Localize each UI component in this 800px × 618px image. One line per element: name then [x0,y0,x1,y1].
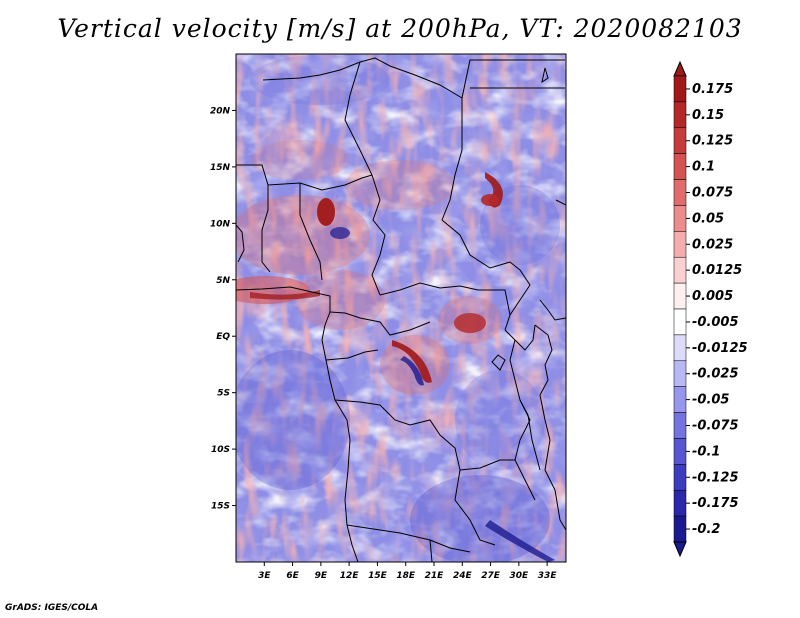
y-tick-label: 10N [210,219,231,229]
colorbar-top-arrow [673,60,687,77]
colorbar-label: -0.05 [692,393,729,408]
x-tick-label: 15E [368,571,388,581]
colorbar-label: 0.175 [692,82,733,97]
colorbar-segment [673,489,687,517]
colorbar-label: -0.0125 [692,341,748,356]
x-tick-label: 21E [425,571,445,581]
y-tick-label: 5N [216,276,230,286]
colorbar-segment [673,127,687,154]
colorbar-segment [673,308,687,336]
colorbar-segment [673,179,687,206]
colorbar-segment [673,282,687,310]
country-boundaries [236,57,566,562]
colorbar-label: 0.0125 [692,263,742,278]
colorbar-segment [673,515,687,543]
y-tick-label: 20N [210,106,231,116]
colorbar-segment [673,101,687,129]
x-tick-label: 27E [481,571,501,581]
ascent-cluster-east [454,313,486,333]
map-frame [235,53,567,563]
colorbar-label: 0.05 [692,211,724,226]
colorbar-segment [673,256,687,284]
x-tick-label: 33E [538,571,558,581]
vertical-velocity-field [236,54,566,562]
colorbar-label: -0.025 [692,367,739,382]
colorbar-label: -0.1 [692,444,720,459]
x-tick-label: 9E [315,571,328,581]
y-tick-label: 5S [217,389,230,399]
chart-title: Vertical velocity [m/s] at 200hPa, VT: 2… [57,14,743,43]
colorbar-bottom-arrow [673,541,687,558]
colorbar-label: -0.175 [692,496,739,511]
colorbar-segment [673,75,687,103]
colorbar-label: 0.15 [692,108,724,123]
x-tick-label: 6E [286,571,299,581]
colorbar: 0.175 0.15 0.125 0.1 0.075 0.05 0.025 0.0125 0.0… [673,60,748,558]
ascent-core-nigeria [317,198,335,226]
colorbar-label: 0.125 [692,134,733,149]
colorbar-segment [673,153,687,180]
y-axis: 20N 15N 10N 5N EQ 5S 10S 15S [210,106,236,512]
x-tick-label: 30E [510,571,530,581]
x-tick-label: 3E [258,571,271,581]
colorbar-segment [673,334,687,362]
x-tick-label: 24E [453,571,473,581]
y-tick-label: 15S [211,502,230,512]
grads-credit: GrADS: IGES/COLA [5,603,99,613]
colorbar-label: 0.075 [692,186,733,201]
colorbar-segment [673,386,687,413]
colorbar-segment [673,464,687,491]
y-tick-label: 15N [210,163,231,173]
x-axis: 3E 6E 9E 12E 15E 18E 21E 24E 27E 30E 33E [258,562,557,581]
y-tick-label: 10S [211,445,230,455]
ascent-core-congo [392,340,432,383]
colorbar-label: 0.025 [692,237,733,252]
colorbar-segment [673,438,687,465]
colorbar-segment [673,231,687,258]
colorbar-segment [673,412,687,439]
colorbar-segment [673,205,687,232]
colorbar-label: -0.075 [692,419,739,434]
colorbar-label: -0.2 [692,522,720,537]
colorbar-label: 0.1 [692,160,715,175]
colorbar-label: 0.005 [692,289,733,304]
colorbar-segment [673,360,687,387]
colorbar-label: -0.005 [692,315,739,330]
x-tick-label: 12E [340,571,360,581]
x-tick-label: 18E [396,571,416,581]
y-tick-label: EQ [216,332,230,342]
colorbar-label: -0.125 [692,470,739,485]
